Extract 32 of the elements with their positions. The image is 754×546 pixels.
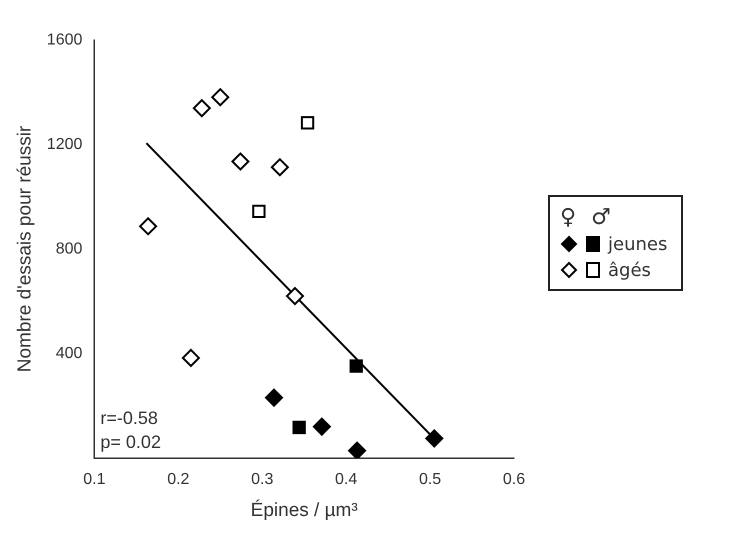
y-axis-title: Nombre d'essais pour réussir bbox=[14, 125, 36, 372]
point bbox=[252, 204, 266, 218]
x-axis-title: Épines / µm³ bbox=[250, 498, 358, 521]
legend-label: âgés bbox=[608, 260, 651, 280]
x-tick-label: 0.4 bbox=[335, 471, 358, 488]
point bbox=[139, 217, 158, 236]
point bbox=[182, 348, 200, 367]
point bbox=[292, 420, 306, 434]
y-tick-label: 800 bbox=[56, 240, 82, 258]
point bbox=[270, 158, 289, 176]
x-tick-label: 0.3 bbox=[251, 471, 274, 488]
x-tick-label: 0.1 bbox=[83, 471, 106, 488]
legend-label: jeunes bbox=[608, 234, 668, 254]
y-tick-label: 1200 bbox=[46, 136, 82, 153]
point bbox=[350, 359, 363, 373]
point bbox=[231, 152, 250, 170]
point bbox=[286, 287, 304, 306]
point bbox=[211, 88, 230, 106]
y-tick-label: 400 bbox=[56, 344, 82, 362]
point bbox=[312, 418, 331, 436]
point bbox=[300, 116, 314, 130]
point bbox=[348, 442, 366, 458]
point bbox=[425, 429, 444, 448]
y-tick-label: 1600 bbox=[46, 31, 82, 48]
point bbox=[192, 99, 211, 118]
x-tick-label: 0.2 bbox=[167, 471, 190, 488]
legend-title: ♀ ♂ bbox=[560, 204, 616, 231]
x-tick-label: 0.5 bbox=[418, 471, 442, 488]
annotation: r=-0.58 bbox=[100, 408, 158, 428]
annotation: p= 0.02 bbox=[100, 432, 161, 452]
point bbox=[264, 388, 283, 407]
x-tick-label: 0.6 bbox=[502, 471, 526, 488]
